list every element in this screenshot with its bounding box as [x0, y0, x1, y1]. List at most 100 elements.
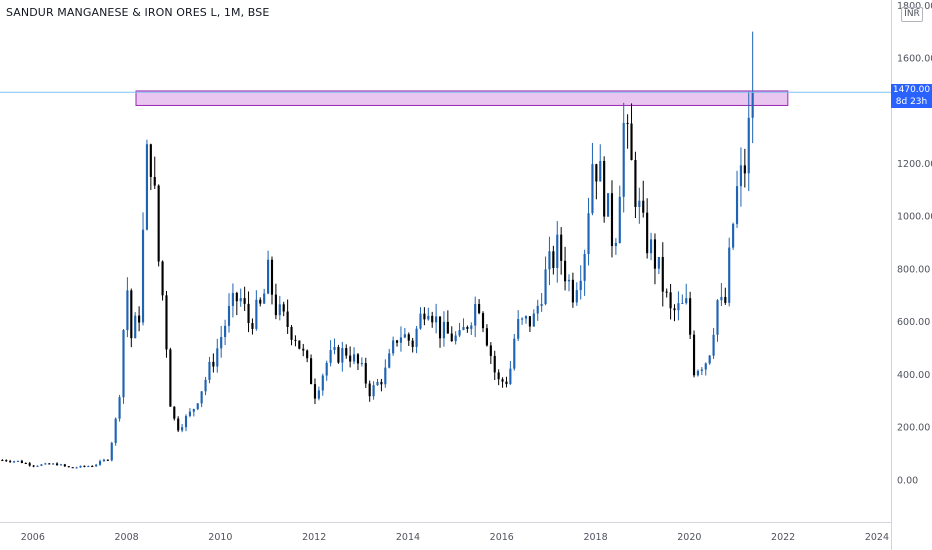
- candle-body: [735, 186, 739, 224]
- candle-body: [431, 315, 434, 323]
- candle-body: [575, 290, 578, 303]
- candle-body: [497, 372, 500, 380]
- price-tick-label: 1600.00: [897, 54, 932, 65]
- candle-body: [91, 466, 94, 468]
- candle-body: [220, 337, 223, 349]
- candle-body: [231, 292, 234, 306]
- price-tick-label: 200.00: [897, 423, 930, 434]
- candle-body: [282, 304, 285, 312]
- candle-body: [259, 299, 262, 304]
- candle-body: [356, 354, 360, 364]
- time-tick-label: 2006: [21, 532, 45, 543]
- candle-body: [716, 300, 719, 335]
- candle-body: [626, 122, 629, 124]
- candle-body: [290, 326, 293, 340]
- candle-body: [32, 465, 35, 467]
- candle-body: [106, 459, 109, 461]
- candle-body: [403, 334, 406, 338]
- candle-body: [481, 313, 485, 329]
- candle-body: [16, 460, 20, 462]
- candle-body: [583, 254, 586, 281]
- candle-body: [438, 316, 442, 339]
- candle-body: [169, 349, 172, 407]
- price-tick-label: 1200.00: [897, 159, 932, 170]
- candle-body: [673, 308, 676, 311]
- candle-body: [446, 321, 449, 334]
- candle-body: [399, 337, 403, 343]
- candle-body: [309, 358, 313, 385]
- candle-body: [235, 292, 238, 302]
- candle-body: [571, 279, 574, 303]
- candle-body: [560, 234, 563, 261]
- candle-body: [567, 279, 571, 282]
- candle-body: [732, 223, 735, 248]
- candle-body: [149, 144, 152, 177]
- candle-body: [274, 294, 277, 316]
- candle-body: [247, 303, 250, 324]
- candle-body: [524, 316, 528, 319]
- candle-body: [267, 259, 270, 294]
- candle-body: [384, 367, 387, 385]
- candle-body: [20, 460, 23, 463]
- candle-body: [532, 313, 535, 327]
- candle-body: [579, 280, 582, 291]
- price-tick-label: 600.00: [897, 317, 930, 328]
- candle-body: [9, 461, 12, 463]
- candle-body: [595, 164, 598, 182]
- candle-body: [302, 348, 305, 351]
- candle-body: [1, 460, 4, 462]
- last-price-tag: 1470.00: [891, 84, 932, 97]
- price-tick-label: 1000.00: [897, 212, 932, 223]
- candle-body: [184, 415, 188, 428]
- candle-body: [352, 354, 356, 362]
- candle-body: [376, 381, 379, 386]
- candle-body: [634, 160, 637, 207]
- price-tick-label: 400.00: [897, 370, 930, 381]
- candle-body: [177, 418, 180, 431]
- candle-body: [75, 467, 78, 469]
- candle-body: [306, 350, 309, 359]
- candle-body: [435, 316, 438, 323]
- candle-body: [653, 239, 657, 269]
- resistance-zone-layer[interactable]: [135, 90, 789, 106]
- candle-body: [122, 330, 125, 398]
- candles: [1, 31, 754, 469]
- candle-body: [689, 298, 692, 335]
- candle-body: [692, 334, 696, 376]
- candle-body: [321, 375, 324, 391]
- candle-body: [462, 326, 465, 331]
- candle-body: [728, 247, 731, 303]
- candle-body: [298, 340, 301, 349]
- candle-body: [255, 299, 258, 329]
- candle-body: [79, 465, 82, 468]
- axes: [0, 0, 892, 550]
- candle-body: [411, 340, 414, 347]
- candle-body: [141, 229, 145, 323]
- candle-body: [649, 239, 653, 254]
- candle-body: [646, 212, 649, 254]
- candle-body: [665, 291, 668, 293]
- candle-body: [102, 459, 106, 462]
- candle-body: [618, 196, 621, 243]
- candle-body: [173, 406, 176, 419]
- time-tick-label: 2018: [583, 532, 607, 543]
- time-tick-label: 2020: [677, 532, 701, 543]
- candle-body: [110, 442, 113, 461]
- candle-body: [419, 313, 422, 329]
- candle-body: [95, 464, 98, 467]
- candle-body: [270, 259, 274, 295]
- candle-body: [395, 340, 399, 343]
- candle-body: [454, 335, 457, 342]
- currency-badge[interactable]: INR: [901, 7, 923, 22]
- price-axis[interactable]: 1800.00 1600.00 1200.00 1000.00 800.00 600.00…: [897, 1, 932, 487]
- resistance-zone-rect[interactable]: [135, 90, 789, 106]
- candle-body: [513, 338, 516, 369]
- candle-body: [536, 305, 539, 314]
- time-axis[interactable]: 2006 2008 2010 2012 2014 2016 2018 2020 2022 2024: [21, 532, 889, 543]
- candle-body: [747, 117, 750, 174]
- time-tick-label: 2024: [865, 532, 889, 543]
- candle-body: [548, 251, 551, 270]
- candle-body: [466, 326, 469, 329]
- candle-body: [493, 355, 496, 373]
